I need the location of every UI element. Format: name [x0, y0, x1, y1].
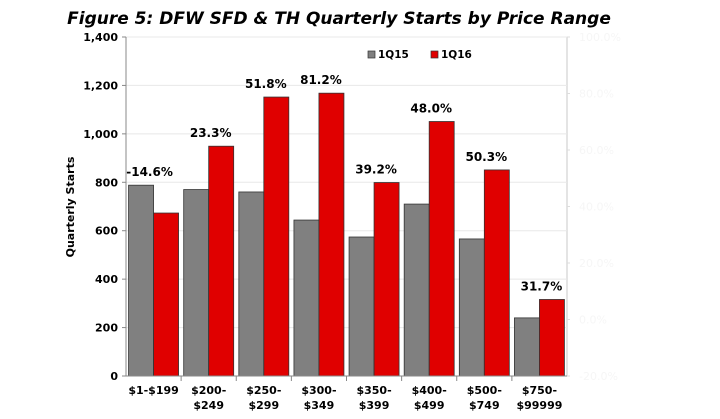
x-tick-label: $750-	[522, 384, 557, 397]
y-axis-label: Quarterly Starts	[64, 156, 77, 257]
legend-label-1q16: 1Q16	[441, 49, 472, 61]
x-tick-label: $300-	[301, 384, 336, 397]
y-tick-label: 600	[95, 225, 118, 238]
legend-swatch-1q16	[430, 50, 439, 59]
x-tick-label: $400-	[412, 384, 447, 397]
legend: 1Q15 1Q16	[367, 49, 472, 61]
x-tick-label: $349	[304, 399, 335, 412]
y2-tick-label: 60.0%	[579, 144, 614, 157]
chart-title: Figure 5: DFW SFD & TH Quarterly Starts …	[67, 9, 611, 29]
y-tick-label: 0	[110, 370, 118, 383]
x-tick-label: $250-	[246, 384, 281, 397]
y-tick-label: 800	[95, 176, 118, 189]
x-tick-label: $249	[193, 399, 224, 412]
y2-tick-label: 40.0%	[579, 201, 614, 214]
percent-change-label: 81.2%	[300, 73, 342, 87]
y-tick-label: 200	[95, 322, 118, 335]
bar-1q16-2	[263, 96, 290, 377]
bar-1q15-3	[293, 219, 320, 377]
y-tick-label: 1,000	[83, 128, 118, 141]
legend-label-1q15: 1Q15	[378, 49, 409, 61]
x-tick-label: $1-$199	[128, 384, 179, 397]
y2-tick-label: 80.0%	[579, 88, 614, 101]
x-tick-label: $399	[359, 399, 390, 412]
percent-change-label: 51.8%	[245, 77, 287, 91]
bar-1q15-1	[183, 189, 210, 377]
bar-1q15-4	[348, 236, 375, 377]
bar-1q16-1	[208, 145, 235, 377]
percent-change-label: -14.6%	[126, 165, 173, 179]
percent-change-label: 39.2%	[355, 163, 397, 177]
y2-tick-label: 0.0%	[579, 314, 607, 327]
y-tick-label: 1,200	[83, 79, 118, 92]
percent-change-label: 23.3%	[190, 126, 232, 140]
bar-1q16-7	[539, 299, 565, 377]
bar-1q16-6	[483, 169, 510, 377]
y2-tick-label: 100.0%	[579, 31, 621, 44]
bar-1q15-5	[403, 203, 430, 377]
bar-1q16-4	[373, 182, 400, 377]
bar-1q15-7	[514, 317, 540, 377]
bar-1q15-2	[238, 191, 265, 377]
bar-1q15-6	[458, 238, 485, 377]
x-tick-label: $99999	[516, 399, 562, 412]
y2-tick-label: -20.0%	[579, 370, 618, 383]
x-tick-label: $350-	[356, 384, 391, 397]
percent-change-label: 48.0%	[410, 102, 452, 116]
legend-swatch-1q15	[367, 50, 376, 59]
bar-1q16-0	[153, 212, 179, 377]
x-tick-label: $749	[469, 399, 500, 412]
bar-1q16-5	[428, 121, 455, 377]
bar-1q15-0	[128, 184, 154, 377]
bar-1q16-3	[318, 92, 345, 377]
y-tick-label: 1,400	[83, 31, 118, 44]
axes: 0 200 400 600 800 1,000 1,200 1,400 -20.0% 0.0% 20…	[83, 31, 621, 412]
x-tick-label: $500-	[467, 384, 502, 397]
percent-change-label: 50.3%	[465, 150, 507, 164]
y-tick-label: 400	[95, 273, 118, 286]
y2-tick-label: 20.0%	[579, 257, 614, 270]
plot-area: -14.6% 23.3% 51.8% 81.2% 39.2% 48.0% 50.3% 31.7…	[126, 73, 565, 377]
x-tick-label: $499	[414, 399, 445, 412]
x-tick-label: $200-	[191, 384, 226, 397]
percent-change-label: 31.7%	[521, 279, 563, 293]
x-tick-label: $299	[249, 399, 280, 412]
